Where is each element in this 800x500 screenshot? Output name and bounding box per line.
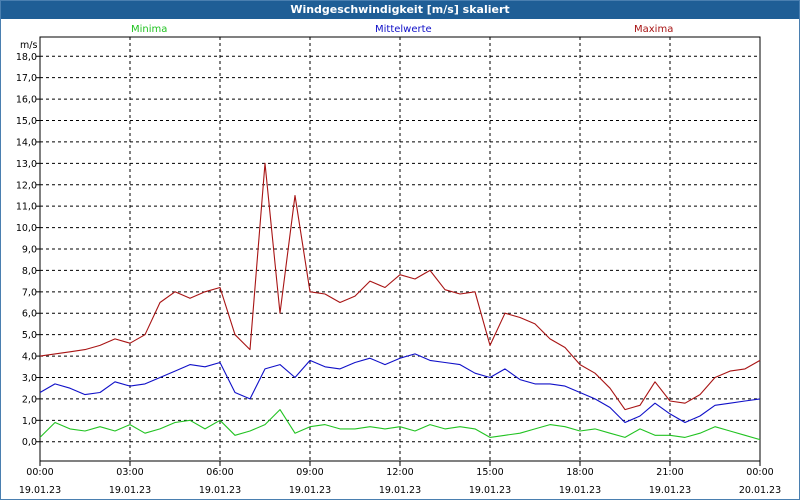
y-tick-label: 4,0 (22, 352, 37, 363)
y-tick-label: 7,0 (22, 287, 37, 298)
y-tick-label: 3,0 (22, 373, 37, 384)
x-tick-time: 12:00 (386, 467, 413, 478)
x-tick-time: 00:00 (746, 467, 773, 478)
y-tick-label: 6,0 (22, 309, 37, 320)
x-tick-date: 19.01.23 (199, 485, 241, 496)
x-tick-time: 15:00 (476, 467, 503, 478)
y-tick-label: 11,0 (16, 202, 37, 213)
y-axis-unit: m/s (20, 40, 37, 51)
y-tick-label: 10,0 (16, 223, 37, 234)
legend-mittelwerte: Mittelwerte (375, 24, 432, 35)
y-tick-label: 16,0 (16, 95, 37, 106)
x-tick-date: 19.01.23 (469, 485, 511, 496)
y-tick-label: 13,0 (16, 159, 37, 170)
series-line-maxima (39, 162, 761, 411)
x-tick-time: 03:00 (116, 467, 143, 478)
plot-frame (39, 36, 761, 462)
y-tick-label: 15,0 (16, 116, 37, 127)
window-title: Windgeschwindigkeit [m/s] skaliert (0, 0, 800, 19)
y-tick-label: 17,0 (16, 73, 37, 84)
legend-minima: Minima (131, 24, 168, 35)
y-tick-label: 2,0 (22, 394, 37, 405)
y-tick-label: 0,0 (22, 437, 37, 448)
x-tick-time: 09:00 (296, 467, 323, 478)
x-tick-date: 19.01.23 (19, 485, 61, 496)
x-tick-time: 06:00 (206, 467, 233, 478)
y-tick-label: 14,0 (16, 137, 37, 148)
series-line-minima (39, 409, 761, 441)
y-tick-label: 8,0 (22, 266, 37, 277)
y-tick-label: 9,0 (22, 245, 37, 256)
y-tick-label: 5,0 (22, 330, 37, 341)
x-tick-date: 19.01.23 (109, 485, 151, 496)
x-tick-date: 19.01.23 (289, 485, 331, 496)
x-tick-date: 19.01.23 (559, 485, 601, 496)
x-tick-time: 21:00 (656, 467, 683, 478)
y-tick-label: 1,0 (22, 416, 37, 427)
x-tick-time: 00:00 (26, 467, 53, 478)
y-tick-label: 18,0 (16, 52, 37, 63)
x-tick-time: 18:00 (566, 467, 593, 478)
x-tick-date: 19.01.23 (649, 485, 691, 496)
x-tick-date: 19.01.23 (379, 485, 421, 496)
wind-speed-chart: m/s 0,0 1,0 2,0 3,0 4,0 5,0 6,0 7,0 8,0 9,0 10,0 11… (16, 36, 781, 496)
series-line-mittelwerte (39, 353, 761, 424)
y-tick-label: 12,0 (16, 180, 37, 191)
x-tick-date: 20.01.23 (739, 485, 781, 496)
legend-maxima: Maxima (634, 24, 674, 35)
